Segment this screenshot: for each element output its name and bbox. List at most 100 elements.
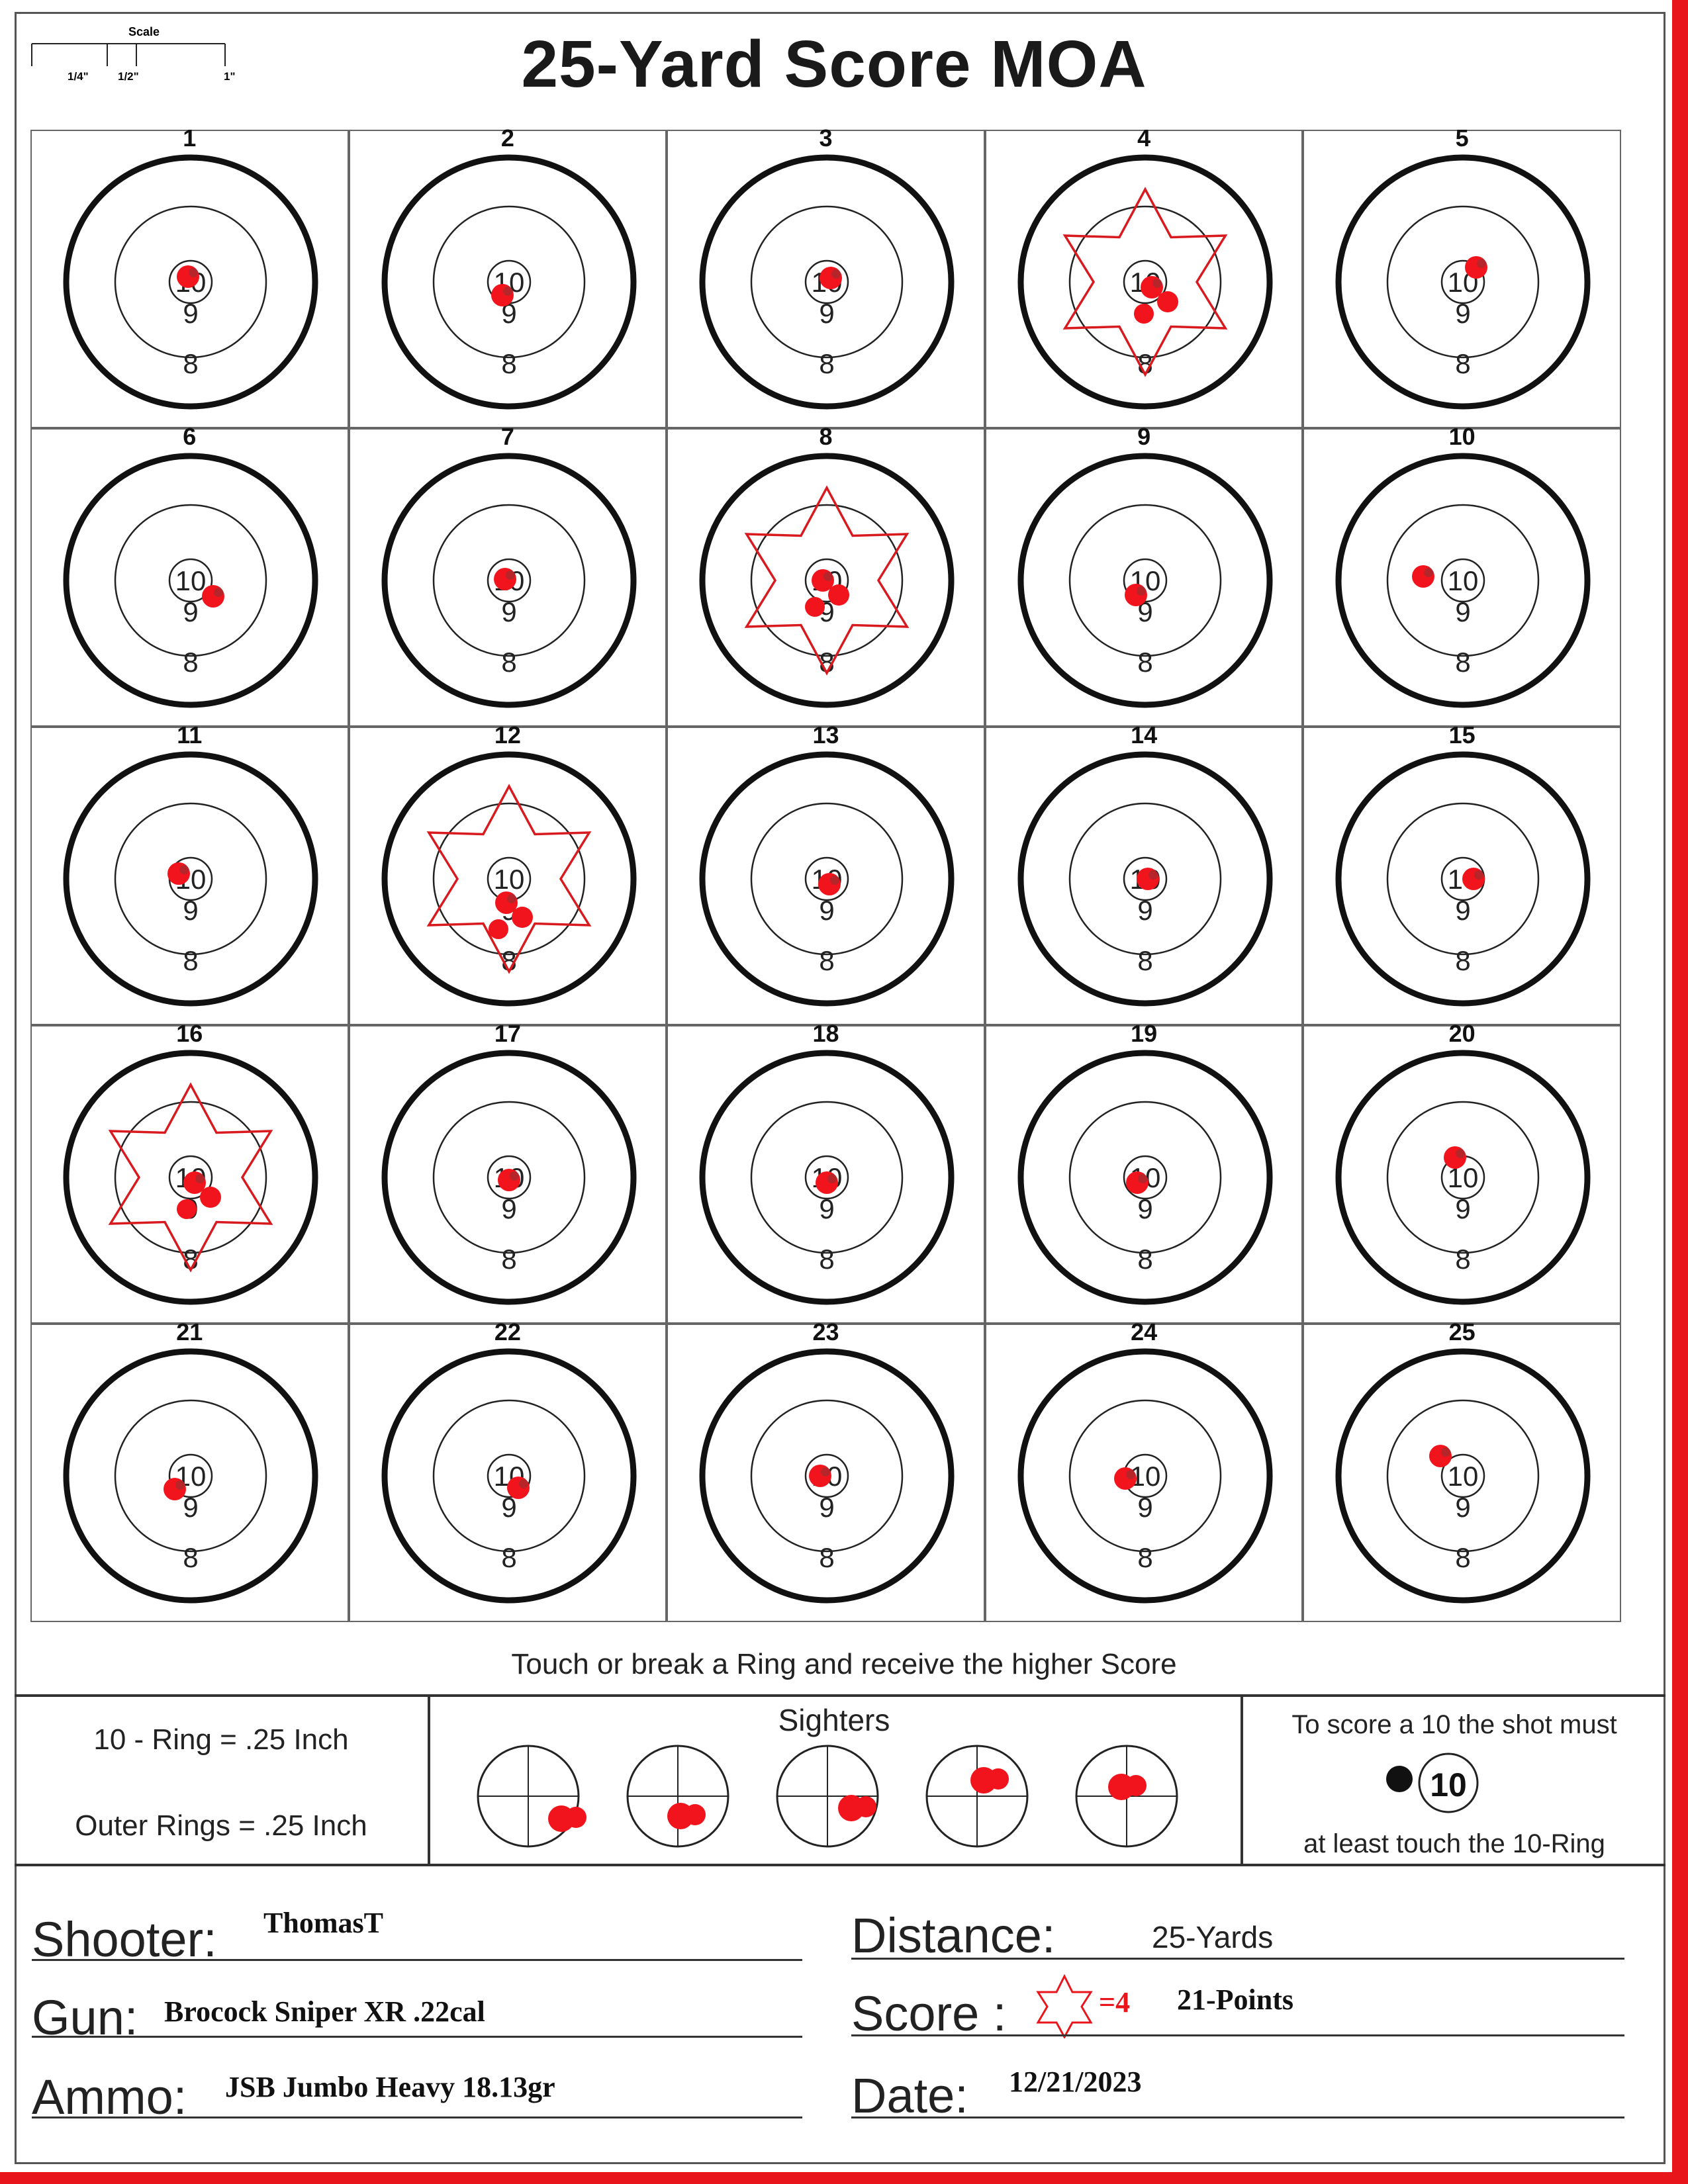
red-border-right <box>1672 0 1688 2184</box>
ring-size-panel: 10 - Ring = .25 Inch Outer Rings = .25 I… <box>15 1697 428 1864</box>
shot-marks <box>177 265 199 288</box>
target-number: 9 <box>1137 423 1151 450</box>
target-grid: 1109821098310984109851098610987109881098… <box>30 124 1621 1622</box>
target-number: 15 <box>1448 721 1476 749</box>
ring-8-label: 8 <box>501 647 516 678</box>
shot-marks <box>1133 276 1178 324</box>
ring-8-label: 8 <box>1137 647 1152 678</box>
star-mark-icon <box>108 1082 273 1273</box>
target-number: 25 <box>1448 1318 1476 1345</box>
score-value[interactable]: 21-Points <box>1177 1983 1293 2016</box>
score-rule-badge: 10 <box>1430 1766 1467 1803</box>
ring-9-label: 9 <box>501 596 516 627</box>
ring-8-label: 8 <box>183 1542 198 1573</box>
ring-9-label: 9 <box>820 1193 835 1224</box>
date-underline <box>851 2116 1624 2118</box>
target-number: 19 <box>1131 1020 1158 1047</box>
target-cell: 231098 <box>667 1318 985 1622</box>
distance-value[interactable]: 25-Yards <box>1152 1920 1274 1954</box>
shot-marks <box>491 284 514 306</box>
ring-8-label: 8 <box>1456 348 1471 379</box>
ring-8-label: 8 <box>183 647 198 678</box>
target-number: 2 <box>500 124 514 152</box>
target-cell: 5 10 9 8 <box>1303 124 1621 428</box>
target-cell: 131098 <box>667 721 985 1025</box>
ring-9-label: 9 <box>183 596 198 627</box>
gun-underline <box>32 2036 802 2038</box>
score-label: Score : <box>851 1986 1007 2041</box>
target-number: 8 <box>819 423 833 450</box>
ring-size-text: 10 - Ring = .25 Inch <box>93 1723 349 1756</box>
sighter-target-icon <box>626 1745 729 1848</box>
shot-marks <box>1125 1171 1149 1194</box>
target-number: 10 <box>1448 423 1476 450</box>
target-number: 11 <box>177 721 203 749</box>
score-rule-bottom: at least touch the 10-Ring <box>1303 1829 1605 1858</box>
target-cell: 9 10 9 8 <box>984 423 1303 727</box>
ring-8-label: 8 <box>820 647 835 678</box>
scale-label-inch: 1" <box>224 70 236 83</box>
star-icon <box>1036 1974 1093 2038</box>
info-divider <box>1241 1697 1243 1864</box>
shot-marks <box>1462 868 1485 890</box>
ring-9-label: 9 <box>183 1492 198 1523</box>
ring-8-label: 8 <box>820 945 835 976</box>
date-value[interactable]: 12/21/2023 <box>1009 2066 1142 2098</box>
target-cell: 171098 <box>348 1020 667 1324</box>
score-rule-top: To score a 10 the shot must <box>1291 1710 1617 1739</box>
ring-10-label: 10 <box>1448 1461 1479 1492</box>
target-number: 21 <box>176 1318 203 1345</box>
sighter-target-icon <box>477 1745 586 1848</box>
shooter-label: Shooter: <box>32 1912 217 1967</box>
shot-marks <box>493 568 516 590</box>
ring-9-label: 9 <box>820 298 835 329</box>
target-cell: 141098 <box>984 721 1303 1025</box>
target-number: 4 <box>1137 124 1151 152</box>
ring-8-label: 8 <box>1137 348 1152 379</box>
star-mark-icon <box>426 784 591 974</box>
target-number: 7 <box>500 423 514 450</box>
ammo-value[interactable]: JSB Jumbo Heavy 18.13gr <box>225 2071 555 2103</box>
ten-ring-icon <box>1418 1752 1479 1813</box>
rule-text: Touch or break a Ring and receive the hi… <box>511 1648 1177 1680</box>
ring-8-label: 8 <box>1456 945 1471 976</box>
ring-9-label: 9 <box>1137 1193 1152 1224</box>
target-cell: 11 10 9 8 <box>30 721 349 1025</box>
ring-9-label: 9 <box>1456 596 1471 627</box>
shot-marks <box>1136 868 1159 890</box>
scale-label-half: 1/2" <box>118 70 139 83</box>
gun-value[interactable]: Brocock Sniper XR .22cal <box>164 1995 485 2028</box>
shooter-value[interactable]: ThomasT <box>263 1907 383 1939</box>
target-cell: 71098 <box>348 423 667 727</box>
target-cell: 81098 <box>667 423 985 727</box>
shot-marks <box>164 1478 186 1500</box>
sighter-target-icon <box>1075 1745 1178 1848</box>
scale-bar <box>31 43 226 66</box>
ring-9-label: 9 <box>183 895 198 926</box>
sighters-title: Sighters <box>778 1703 890 1737</box>
ring-8-label: 8 <box>1137 1244 1152 1275</box>
ring-8-label: 8 <box>183 348 198 379</box>
ring-9-label: 9 <box>1137 1492 1152 1523</box>
ring-8-label: 8 <box>820 348 835 379</box>
ring-9-label: 9 <box>1456 1193 1471 1224</box>
ring-9-label: 9 <box>820 895 835 926</box>
target-cell: 191098 <box>984 1020 1303 1324</box>
ring-8-label: 8 <box>183 1244 198 1275</box>
ring-9-label: 9 <box>501 1492 516 1523</box>
ring-8-label: 8 <box>1137 945 1152 976</box>
